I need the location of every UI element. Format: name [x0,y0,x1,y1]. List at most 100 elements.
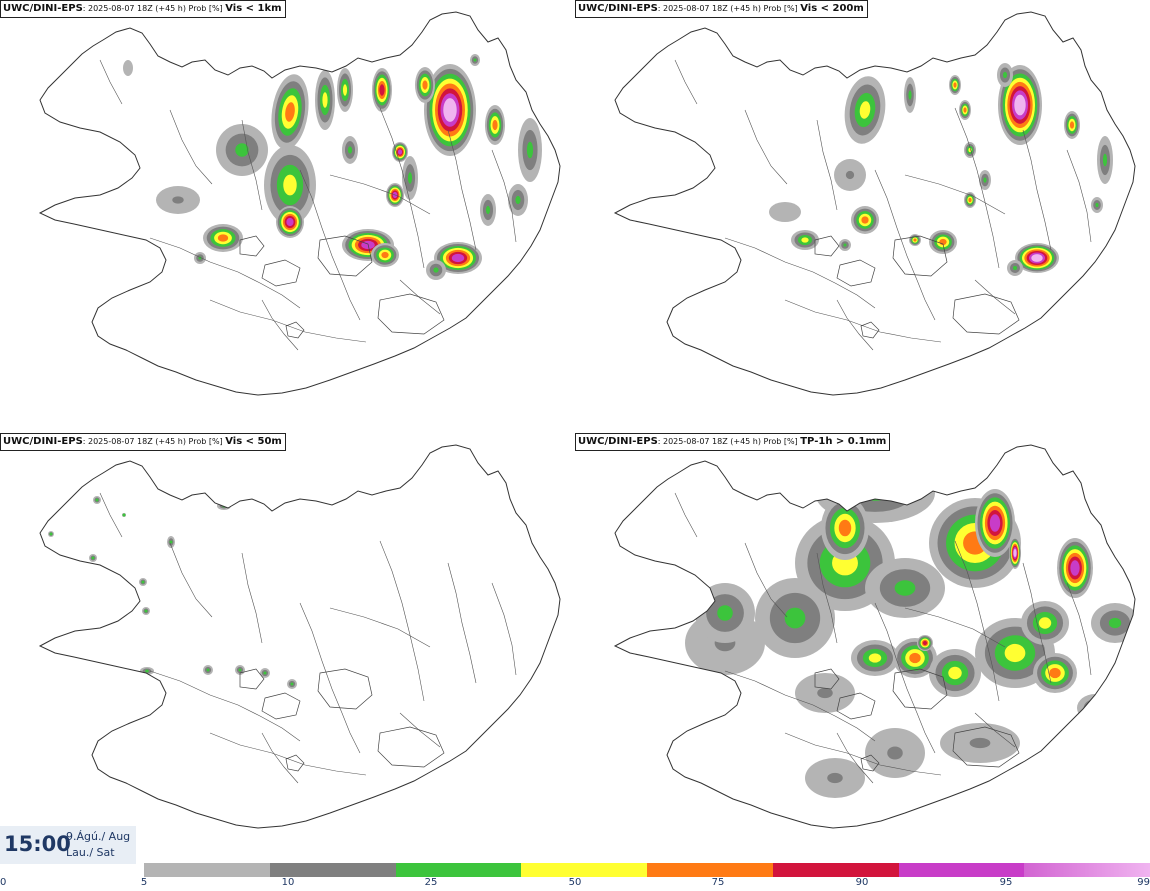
legend-tick-label: 10 [281,877,295,888]
probability-area [526,141,534,159]
probability-area [963,107,967,113]
legend-swatch [647,863,773,877]
probability-area [145,669,149,673]
probability-area [1090,704,1100,712]
iceland-map [613,11,1136,396]
probability-area [45,587,51,593]
probability-area [172,196,184,204]
probability-area [983,177,987,183]
boundary-line [954,107,1000,269]
valid-time: 15:00 [4,832,71,856]
boundary-line [99,492,123,538]
probability-area [381,251,389,259]
boundary-line [784,299,942,343]
boundary-line [954,540,1000,702]
probability-area [397,149,403,155]
glacier-outline [860,321,880,339]
probability-area [868,653,882,663]
probability-area [144,609,148,613]
coastline [38,11,561,396]
glacier-outline [814,235,840,257]
probability-area [1031,254,1043,262]
glacier-outline [836,692,876,720]
probability-area [86,569,90,573]
boundary-line [974,712,1016,748]
probability-area [1102,153,1108,167]
probability-area [837,474,913,512]
probability-area [827,772,843,784]
probability-area [235,143,249,157]
probability-area [989,514,1001,532]
map-panel-tp-1h: UWC/DINI-EPS: 2025-08-07 18Z (+45 h) Pro… [575,433,1150,865]
glacier-outline [377,293,445,335]
probability-area [1108,617,1122,629]
boundary-line [816,552,838,644]
probability-area [100,575,106,581]
boundary-line [149,670,301,742]
boundary-line [836,299,874,351]
probability-area [1083,699,1107,717]
probability-area [1014,94,1026,116]
legend-tick-label: 5 [140,877,148,888]
legend-swatch [1024,863,1150,877]
probability-area [286,217,294,227]
boundary-line [874,169,936,321]
boundary-line [209,732,367,776]
boundary-line [169,109,213,185]
glacier-outline [261,259,301,287]
probability-area [948,666,962,680]
probability-area [838,519,852,537]
probability-area [769,202,801,222]
boundary-line [904,174,1006,215]
legend-swatch [395,863,522,877]
probability-area [123,60,133,76]
boundary-line [99,59,123,105]
probability-area [1069,121,1075,129]
probability-area [95,498,99,502]
legend-tick-label: 75 [711,877,725,888]
probability-area [263,671,267,675]
probability-area [922,640,928,646]
boundary-line [491,582,517,676]
probability-area [238,668,242,672]
coastline [613,444,1136,829]
probability-area [913,238,917,242]
glacier-outline [860,754,880,772]
glacier-outline [377,726,445,768]
probability-area [1012,265,1018,271]
probability-area [969,737,991,749]
boundary-line [874,602,936,754]
boundary-line [299,602,361,754]
coastline [38,444,561,829]
boundary-line [744,109,788,185]
legend-swatch [898,863,1025,877]
probability-area [908,90,912,100]
probability-area [817,687,833,699]
probability-area [342,84,348,96]
boundary-line [724,670,876,742]
panel-title: UWC/DINI-EPS: 2025-08-07 18Z (+45 h) Pro… [575,0,868,18]
probability-area [347,146,353,154]
probability-area [887,746,903,760]
map-panel-vis-200m: UWC/DINI-EPS: 2025-08-07 18Z (+45 h) Pro… [575,0,1150,432]
map-panel-vis-50m: UWC/DINI-EPS: 2025-08-07 18Z (+45 h) Pro… [0,433,575,865]
glacier-outline [952,293,1020,335]
probability-area [86,569,90,573]
probability-area [894,580,916,596]
probability-area [217,234,229,242]
probability-area [379,84,385,96]
probability-area [1049,667,1061,679]
legend-tick-label: 50 [568,877,582,888]
legend-swatch [269,863,396,877]
probability-area [49,532,53,536]
probability-area [169,540,173,544]
boundary-line [261,732,299,784]
valid-date: 9.Ágú./ Aug [66,830,131,843]
coastline [613,11,1136,396]
glacier-outline [952,726,1020,768]
probability-area [1070,560,1080,576]
probability-area [443,98,457,122]
probability-area [290,682,294,686]
probability-area [515,195,521,205]
boundary-line [399,279,441,315]
